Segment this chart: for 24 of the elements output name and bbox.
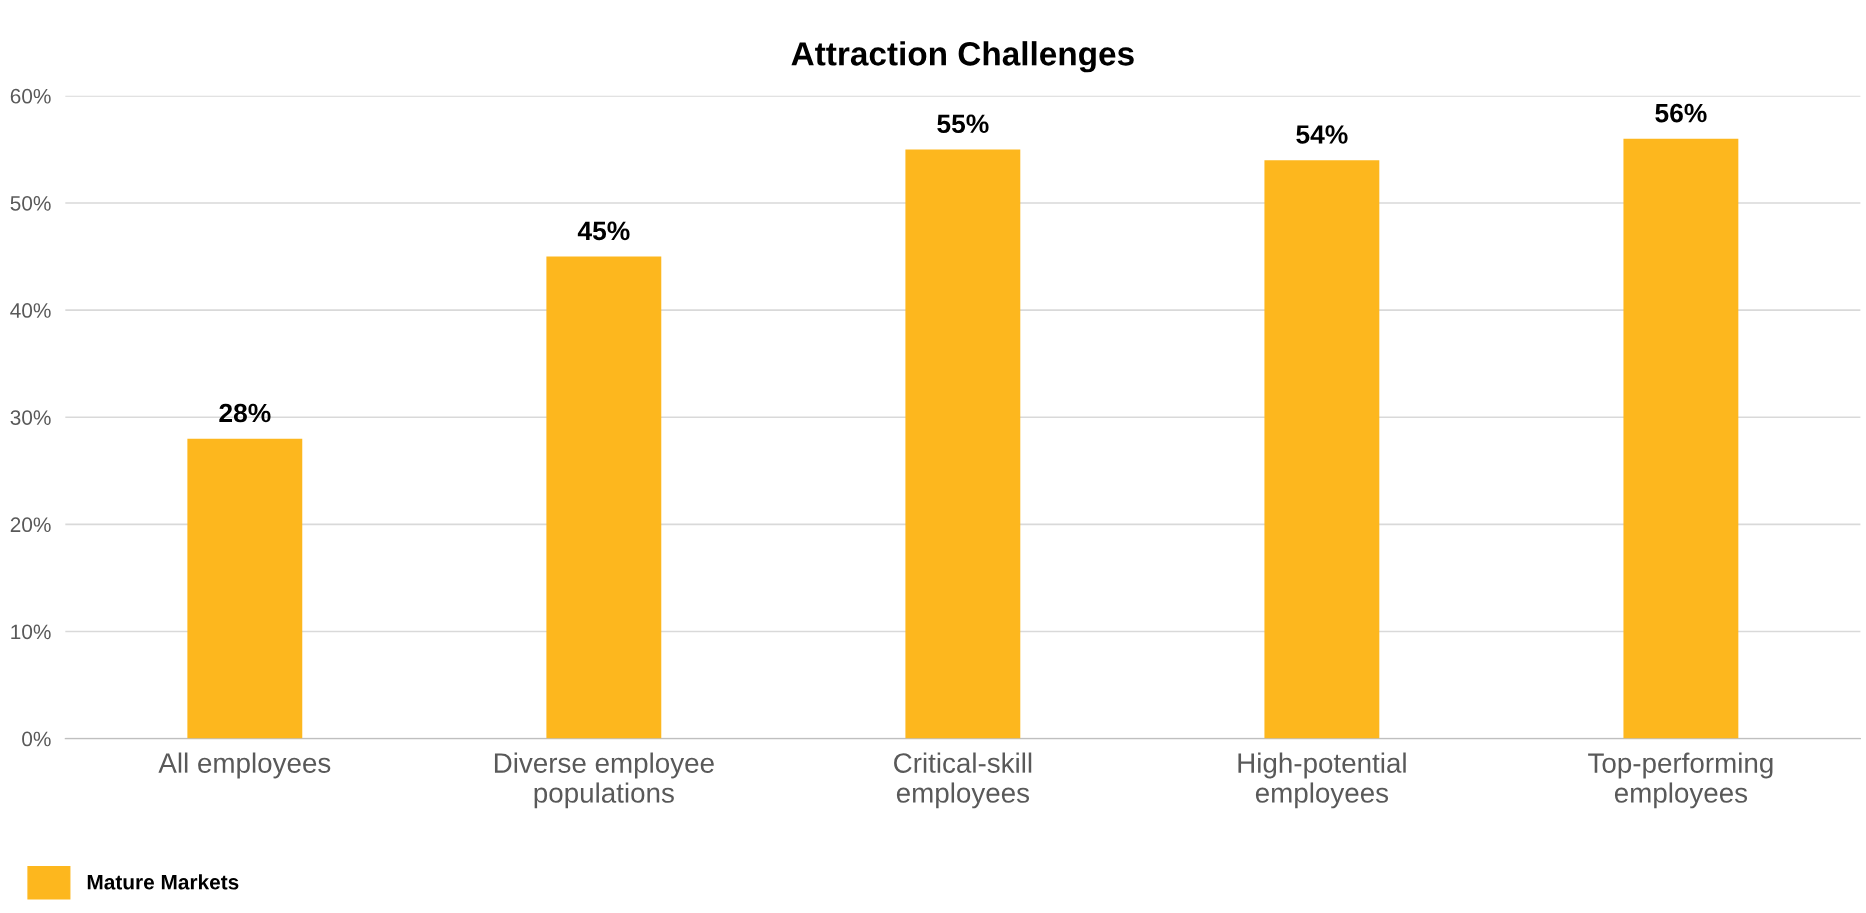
y-tick-label: 60% [10, 88, 51, 104]
data-label: 54% [1296, 125, 1348, 144]
x-tick-label: Top-performing employees [1588, 752, 1773, 809]
y-tick-label: 30% [10, 410, 51, 425]
y-tick-label: 0% [22, 731, 51, 747]
y-tick-label: 10% [11, 624, 51, 640]
y-tick-label: 50% [10, 195, 51, 211]
x-tick-label: Critical-skill employees [894, 752, 1032, 809]
data-label: 28% [219, 403, 271, 423]
x-tick-label: All employees [158, 752, 331, 779]
legend-label: Mature Markets [87, 874, 239, 890]
data-label: 56% [1655, 103, 1707, 123]
y-tick-label: 40% [10, 303, 51, 318]
bar [1264, 160, 1380, 739]
bar [546, 256, 662, 739]
data-label: 45% [577, 221, 630, 241]
bar [1623, 138, 1739, 739]
data-label: 55% [937, 114, 989, 134]
x-tick-label: High-potential employees [1238, 752, 1406, 809]
x-tick-label: Diverse employee populations [494, 752, 714, 809]
chart-title: Attraction Challenges [791, 41, 1134, 73]
bar [905, 149, 1021, 739]
bar [187, 438, 303, 739]
y-tick-label: 20% [10, 517, 51, 533]
